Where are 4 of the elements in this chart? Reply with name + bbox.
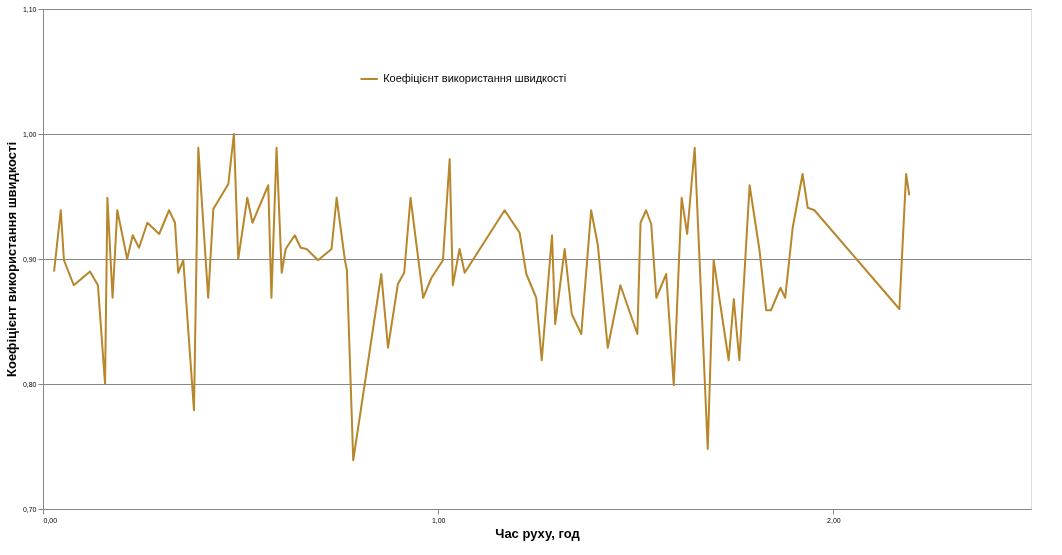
y-axis-title: Коефіцієнт використання швидкості (3, 141, 19, 378)
x-axis-title: Час руху, год (495, 525, 581, 541)
legend-label: Коефіцієнт використання швидкості (383, 72, 567, 84)
line-series (53, 133, 911, 462)
